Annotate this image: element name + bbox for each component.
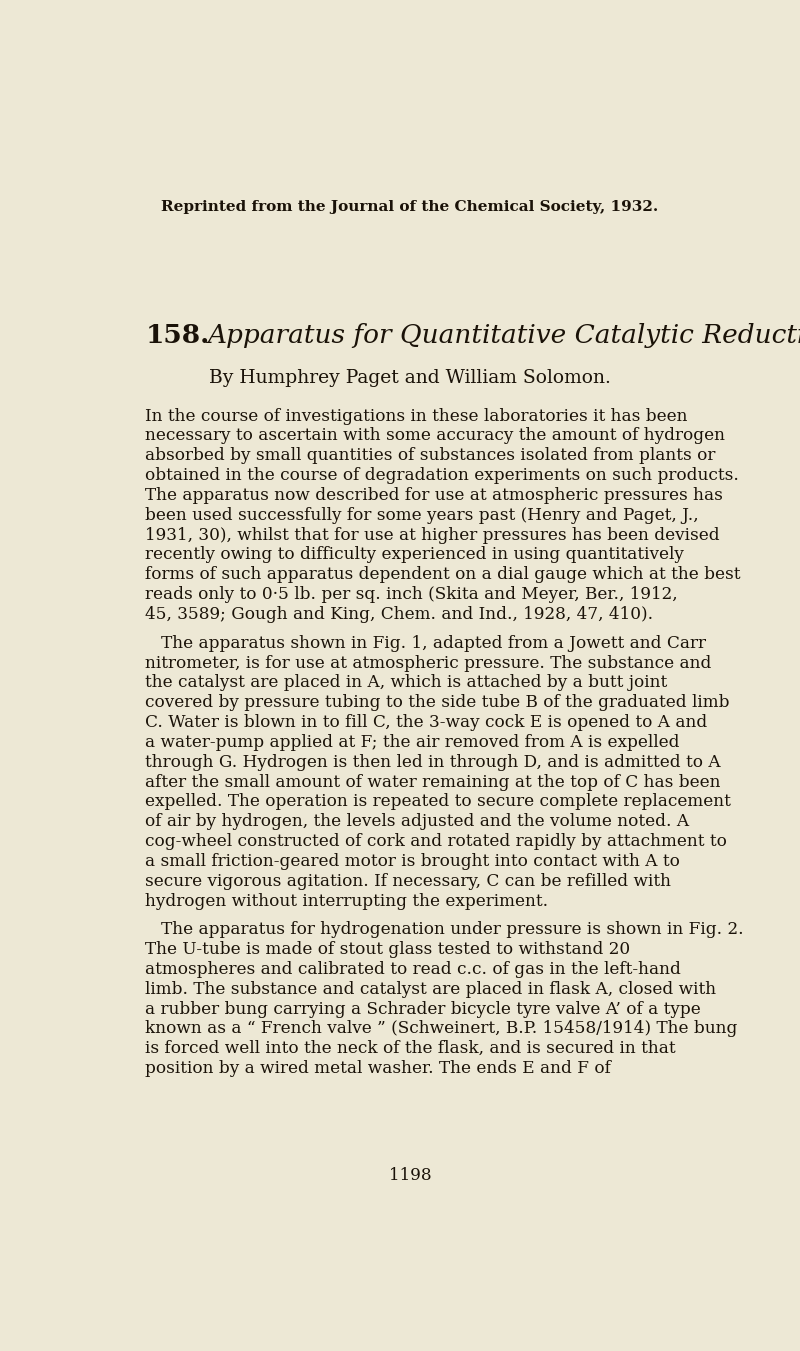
Text: hydrogen without interrupting the experiment.: hydrogen without interrupting the experi… <box>146 893 548 909</box>
Text: 1198: 1198 <box>389 1167 431 1183</box>
Text: cog-wheel constructed of cork and rotated rapidly by attachment to: cog-wheel constructed of cork and rotate… <box>146 834 727 850</box>
Text: a rubber bung carrying a Schrader bicycle tyre valve A’ of a type: a rubber bung carrying a Schrader bicycl… <box>146 1001 701 1017</box>
Text: obtained in the course of degradation experiments on such products.: obtained in the course of degradation ex… <box>146 467 739 484</box>
Text: position by a wired metal washer. The ends E and F of: position by a wired metal washer. The en… <box>146 1061 611 1077</box>
Text: absorbed by small quantities of substances isolated from plants or: absorbed by small quantities of substanc… <box>146 447 716 465</box>
Text: a water-pump applied at F; the air removed from A is expelled: a water-pump applied at F; the air remov… <box>146 734 680 751</box>
Text: Reprinted from the Journal of the Chemical Society, 1932.: Reprinted from the Journal of the Chemic… <box>162 200 658 213</box>
Text: Apparatus for Quantitative Catalytic Reduction.: Apparatus for Quantitative Catalytic Red… <box>207 323 800 349</box>
Text: a small friction-geared motor is brought into contact with A to: a small friction-geared motor is brought… <box>146 852 680 870</box>
Text: secure vigorous agitation. If necessary, C can be refilled with: secure vigorous agitation. If necessary,… <box>146 873 671 890</box>
Text: through G. Hydrogen is then led in through D, and is admitted to A: through G. Hydrogen is then led in throu… <box>146 754 721 770</box>
Text: The U-tube is made of stout glass tested to withstand 20: The U-tube is made of stout glass tested… <box>146 942 630 958</box>
Text: atmospheres and calibrated to read c.c. of gas in the left-hand: atmospheres and calibrated to read c.c. … <box>146 961 681 978</box>
Text: In the course of investigations in these laboratories it has been: In the course of investigations in these… <box>146 408 688 424</box>
Text: limb. The substance and catalyst are placed in flask A, closed with: limb. The substance and catalyst are pla… <box>146 981 716 998</box>
Text: nitrometer, is for use at atmospheric pressure. The substance and: nitrometer, is for use at atmospheric pr… <box>146 654 712 671</box>
Text: is forced well into the neck of the flask, and is secured in that: is forced well into the neck of the flas… <box>146 1040 676 1058</box>
Text: of air by hydrogen, the levels adjusted and the volume noted. A: of air by hydrogen, the levels adjusted … <box>146 813 690 830</box>
Text: 158.: 158. <box>146 323 210 349</box>
Text: reads only to 0·5 lb. per sq. inch (Skita and Meyer, Ber., 1912,: reads only to 0·5 lb. per sq. inch (Skit… <box>146 586 678 603</box>
Text: C. Water is blown in to fill C, the 3-way cock E is opened to A and: C. Water is blown in to fill C, the 3-wa… <box>146 715 707 731</box>
Text: covered by pressure tubing to the side tube B of the graduated limb: covered by pressure tubing to the side t… <box>146 694 730 711</box>
Text: The apparatus now described for use at atmospheric pressures has: The apparatus now described for use at a… <box>146 486 723 504</box>
Text: been used successfully for some years past (Henry and Paget, J.,: been used successfully for some years pa… <box>146 507 699 524</box>
Text: 1931, 30), whilst that for use at higher pressures has been devised: 1931, 30), whilst that for use at higher… <box>146 527 720 543</box>
Text: By Humphrey Paget and William Solomon.: By Humphrey Paget and William Solomon. <box>209 369 611 386</box>
Text: forms of such apparatus dependent on a dial gauge which at the best: forms of such apparatus dependent on a d… <box>146 566 741 584</box>
Text: The apparatus for hydrogenation under pressure is shown in Fig. 2.: The apparatus for hydrogenation under pr… <box>146 921 744 938</box>
Text: The apparatus shown in Fig. 1, adapted from a Jowett and Carr: The apparatus shown in Fig. 1, adapted f… <box>146 635 706 651</box>
Text: the catalyst are placed in A, which is attached by a butt joint: the catalyst are placed in A, which is a… <box>146 674 667 692</box>
Text: after the small amount of water remaining at the top of C has been: after the small amount of water remainin… <box>146 774 721 790</box>
Text: expelled. The operation is repeated to secure complete replacement: expelled. The operation is repeated to s… <box>146 793 731 811</box>
Text: 45, 3589; Gough and King, Chem. and Ind., 1928, 47, 410).: 45, 3589; Gough and King, Chem. and Ind.… <box>146 607 654 623</box>
Text: necessary to ascertain with some accuracy the amount of hydrogen: necessary to ascertain with some accurac… <box>146 427 726 444</box>
Text: recently owing to difficulty experienced in using quantitatively: recently owing to difficulty experienced… <box>146 546 684 563</box>
Text: known as a “ French valve ” (Schweinert, B.P. 15458/1914) The bung: known as a “ French valve ” (Schweinert,… <box>146 1020 738 1038</box>
